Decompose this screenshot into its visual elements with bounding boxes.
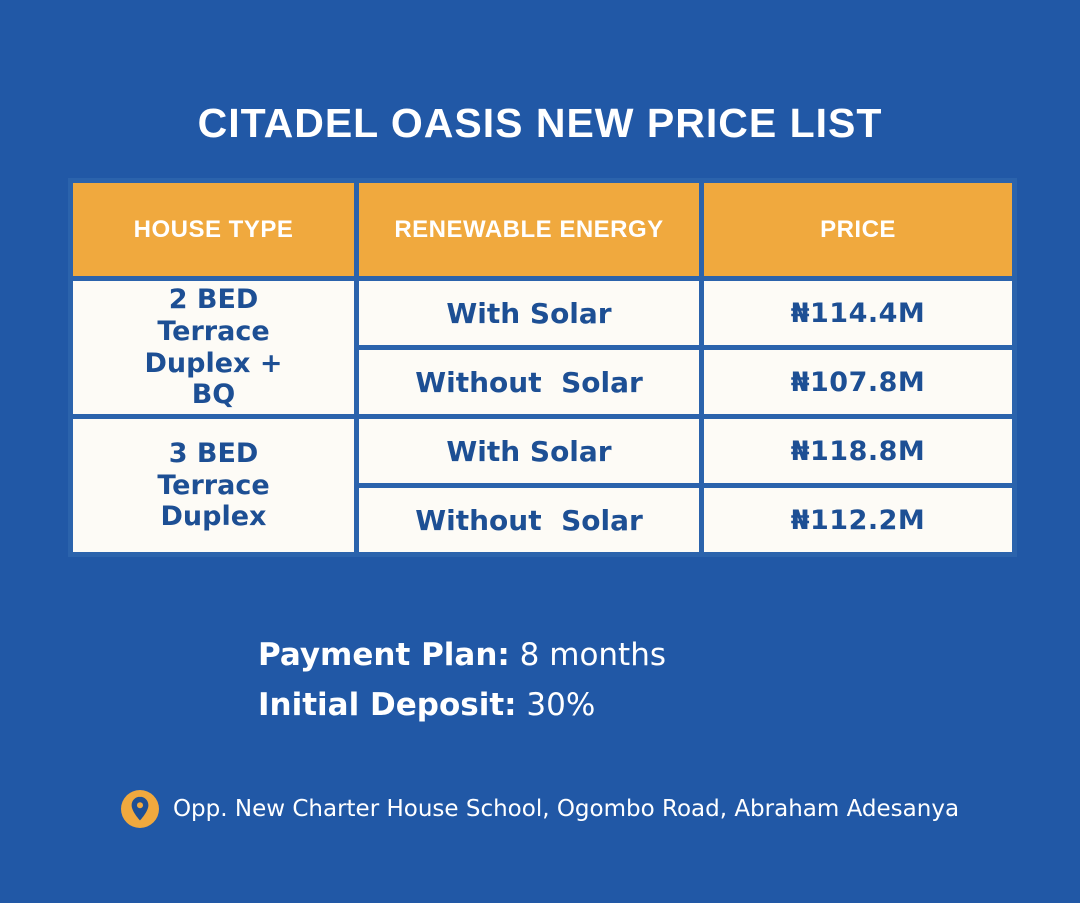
header-renewable-energy: RENEWABLE ENERGY — [354, 178, 704, 281]
energy-2bed-with-solar: With Solar — [354, 276, 704, 350]
price-2bed-without-solar: ₦107.8M — [699, 345, 1017, 419]
header-price: PRICE — [699, 178, 1017, 281]
address-text: Opp. New Charter House School, Ogombo Ro… — [172, 796, 960, 822]
price-2bed-with-solar: ₦114.4M — [699, 276, 1017, 350]
page-title: CITADEL OASIS NEW PRICE LIST — [197, 100, 883, 146]
header-house-type: HOUSE TYPE — [68, 178, 359, 281]
table-row: Without Solar ₦107.8M — [71, 345, 1017, 419]
price-3bed-with-solar: ₦118.8M — [699, 414, 1017, 488]
payment-plan-value: 8 months — [509, 637, 667, 673]
initial-deposit-label: Initial Deposit: — [258, 687, 517, 723]
house-type-3bed: 3 BED Terrace Duplex — [68, 414, 359, 557]
initial-deposit-line: Initial Deposit: 30% — [258, 680, 666, 730]
house-type-2bed: 2 BED Terrace Duplex + BQ — [68, 276, 359, 419]
energy-2bed-without-solar: Without Solar — [354, 345, 704, 419]
energy-3bed-with-solar: With Solar — [354, 414, 704, 488]
payment-details: Payment Plan: 8 months Initial Deposit: … — [258, 630, 666, 730]
payment-plan-label: Payment Plan: — [258, 637, 510, 673]
initial-deposit-value: 30% — [516, 687, 596, 723]
energy-3bed-without-solar: Without Solar — [354, 483, 704, 557]
price-table: HOUSE TYPE RENEWABLE ENERGY PRICE 2 BED … — [68, 178, 1017, 557]
table-row: 3 BED Terrace Duplex With Solar ₦118.8M — [68, 414, 1017, 557]
table-header-row: HOUSE TYPE RENEWABLE ENERGY PRICE — [68, 178, 1017, 281]
payment-plan-line: Payment Plan: 8 months — [258, 630, 666, 680]
table-row: Without Solar ₦112.2M — [71, 483, 1017, 557]
table-row: 2 BED Terrace Duplex + BQ With Solar ₦11… — [68, 276, 1017, 419]
footer-location: Opp. New Charter House School, Ogombo Ro… — [0, 790, 1080, 828]
map-pin-icon — [120, 790, 159, 828]
price-3bed-without-solar: ₦112.2M — [699, 483, 1017, 557]
